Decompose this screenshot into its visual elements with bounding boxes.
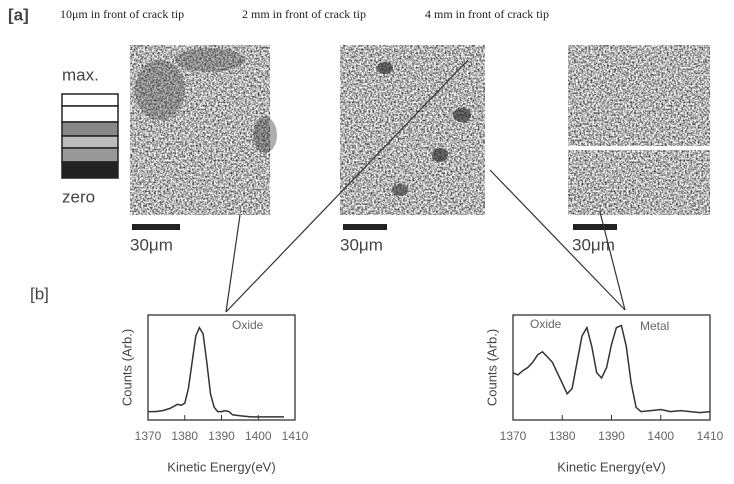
x-tick-label: 1390 <box>208 429 235 443</box>
panel-label: [b] <box>30 284 49 303</box>
panel-label: [a] <box>8 5 29 24</box>
y-axis-label: Counts (Arb.) <box>119 329 134 406</box>
x-tick-label: 1410 <box>697 429 724 443</box>
connector <box>225 59 626 313</box>
spectrum-line <box>148 325 284 418</box>
caption: 2 mm in front of crack tip <box>242 7 366 21</box>
caption: 4 mm in front of crack tip <box>425 7 549 21</box>
x-tick-label: 1400 <box>245 429 272 443</box>
micrograph <box>568 45 710 215</box>
scale-bar <box>132 224 617 230</box>
color-scale <box>61 93 119 179</box>
scale-bar-label: 30μm <box>130 235 173 254</box>
x-tick-label: 1380 <box>171 429 198 443</box>
x-axis-label: Kinetic Energy(eV) <box>557 459 665 474</box>
y-axis-label: Counts (Arb.) <box>484 329 499 406</box>
scale-bar-label: 30μm <box>340 235 383 254</box>
x-tick-label: 1370 <box>135 429 162 443</box>
plot-frame <box>147 314 296 421</box>
spectrum-line <box>512 324 711 414</box>
x-axis-label: Kinetic Energy(eV) <box>167 459 275 474</box>
annotation: Oxide <box>530 317 562 331</box>
x-tick-label: 1400 <box>647 429 674 443</box>
annotation: Oxide <box>232 318 264 332</box>
x-tick-label: 1380 <box>549 429 576 443</box>
scale-bar-label: 30μm <box>572 235 615 254</box>
micrograph <box>340 45 485 215</box>
x-tick-label: 1410 <box>282 429 309 443</box>
x-tick-label: 1370 <box>500 429 527 443</box>
annotation: Metal <box>640 319 669 333</box>
caption: 10μm in front of crack tip <box>60 7 184 21</box>
micrograph <box>130 45 277 215</box>
scale-max: max. <box>62 65 99 84</box>
scale-zero: zero <box>62 187 95 206</box>
x-tick-label: 1390 <box>598 429 625 443</box>
